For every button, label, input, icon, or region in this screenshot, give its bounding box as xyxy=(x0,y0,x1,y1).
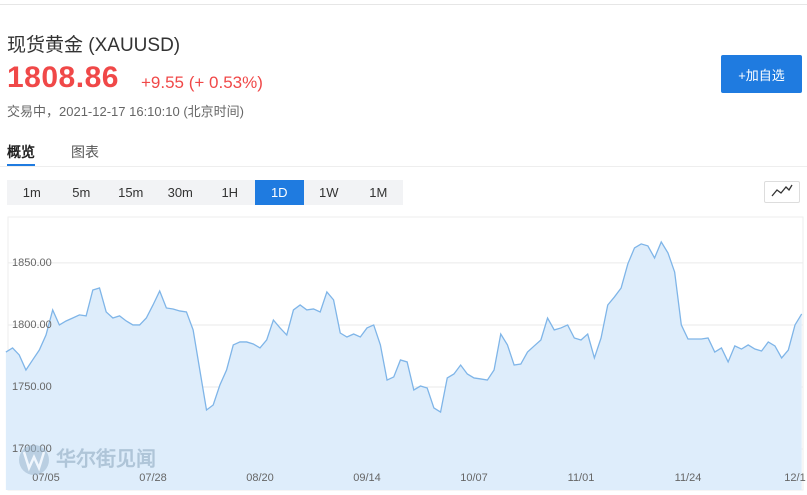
x-tick-label: 07/28 xyxy=(139,472,167,484)
x-tick-label: 07/05 xyxy=(32,472,60,484)
x-tick-label: 08/20 xyxy=(246,472,274,484)
period-button[interactable]: 1M xyxy=(369,185,388,200)
period-button[interactable]: 1H xyxy=(221,185,239,200)
chart-icon xyxy=(771,184,793,196)
period-button[interactable]: 30m xyxy=(167,185,193,200)
watermark-text: 华尔街见闻 xyxy=(56,446,156,470)
tab[interactable]: 概览 xyxy=(7,144,35,160)
last-price: 1808.86 xyxy=(7,61,119,94)
period-button[interactable]: 5m xyxy=(72,185,91,200)
x-tick-label: 11/24 xyxy=(675,472,702,484)
tab-indicator xyxy=(7,164,35,166)
y-tick-label: 1800.00 xyxy=(12,319,52,331)
x-tick-label: 10/07 xyxy=(460,472,488,484)
x-tick-label: 12/1 xyxy=(784,472,805,484)
period-button[interactable]: 15m xyxy=(118,185,144,200)
x-tick-label: 09/14 xyxy=(353,472,381,484)
divider xyxy=(0,166,807,167)
x-tick-label: 11/01 xyxy=(568,472,595,484)
period-button[interactable]: 1W xyxy=(319,185,339,200)
period-button[interactable]: 1D xyxy=(254,180,304,205)
price-change: +9.55 (+ 0.53%) xyxy=(141,73,263,92)
trading-status: 交易中，2021-12-17 16:10:10 (北京时间) xyxy=(7,104,244,119)
period-selector: 1m 5m 15m 30m 1H 1D 1W 1M xyxy=(7,180,403,205)
tab[interactable]: 图表 xyxy=(71,144,99,160)
chart-type-button[interactable] xyxy=(764,181,800,203)
price-line xyxy=(5,240,803,414)
watermark-logo-mark xyxy=(22,451,46,472)
area-fill xyxy=(5,241,802,490)
y-tick-label: 1750.00 xyxy=(12,381,52,393)
instrument-title: 现货黄金 (XAUUSD) xyxy=(7,35,181,56)
divider xyxy=(0,4,807,5)
watermark: 华尔街见闻 xyxy=(19,445,156,475)
period-button[interactable]: 1m xyxy=(22,185,41,200)
y-tick-label: 1850.00 xyxy=(12,257,52,269)
add-watchlist-button[interactable]: +加自选 xyxy=(721,55,802,93)
